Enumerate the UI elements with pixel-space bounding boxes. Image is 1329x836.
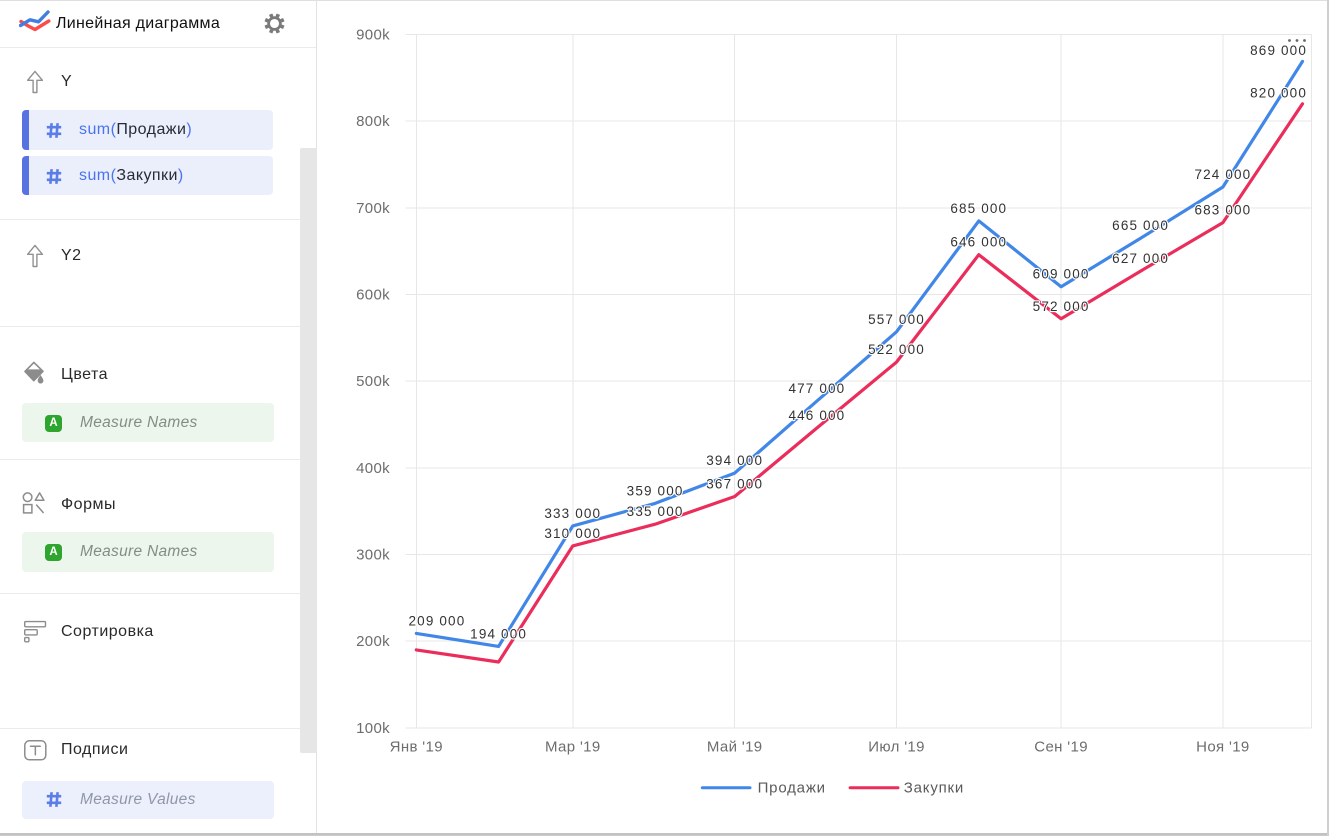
svg-text:Янв '19: Янв '19 bbox=[390, 739, 443, 756]
svg-text:194 000: 194 000 bbox=[470, 626, 527, 641]
svg-text:Май '19: Май '19 bbox=[707, 739, 763, 756]
svg-text:Закупки: Закупки bbox=[904, 780, 964, 797]
svg-text:600k: 600k bbox=[356, 287, 390, 304]
svg-text:394 000: 394 000 bbox=[706, 453, 763, 468]
svg-text:100k: 100k bbox=[356, 720, 390, 737]
svg-text:333 000: 333 000 bbox=[544, 506, 601, 521]
svg-text:477 000: 477 000 bbox=[788, 381, 845, 396]
svg-text:869 000: 869 000 bbox=[1250, 43, 1307, 58]
svg-text:Продажи: Продажи bbox=[758, 780, 826, 797]
svg-text:310 000: 310 000 bbox=[544, 526, 601, 541]
svg-text:522 000: 522 000 bbox=[868, 342, 925, 357]
svg-text:820 000: 820 000 bbox=[1250, 85, 1307, 100]
svg-text:335 000: 335 000 bbox=[627, 504, 684, 519]
svg-text:646 000: 646 000 bbox=[950, 235, 1007, 250]
svg-text:446 000: 446 000 bbox=[788, 408, 845, 423]
svg-text:400k: 400k bbox=[356, 460, 390, 477]
svg-text:900k: 900k bbox=[356, 27, 390, 44]
svg-text:200k: 200k bbox=[356, 633, 390, 650]
svg-text:Июл '19: Июл '19 bbox=[868, 739, 925, 756]
svg-text:685 000: 685 000 bbox=[950, 201, 1007, 216]
svg-text:367 000: 367 000 bbox=[706, 477, 763, 492]
svg-text:Ноя '19: Ноя '19 bbox=[1196, 739, 1249, 756]
svg-text:665 000: 665 000 bbox=[1112, 218, 1169, 233]
svg-text:Мар '19: Мар '19 bbox=[545, 739, 601, 756]
svg-text:800k: 800k bbox=[356, 113, 390, 130]
svg-text:627 000: 627 000 bbox=[1112, 251, 1169, 266]
svg-text:700k: 700k bbox=[356, 200, 390, 217]
svg-text:724 000: 724 000 bbox=[1194, 167, 1251, 182]
svg-text:683 000: 683 000 bbox=[1194, 203, 1251, 218]
svg-text:609 000: 609 000 bbox=[1033, 267, 1090, 282]
svg-text:300k: 300k bbox=[356, 547, 390, 564]
svg-text:572 000: 572 000 bbox=[1033, 299, 1090, 314]
svg-text:500k: 500k bbox=[356, 373, 390, 390]
svg-text:Сен '19: Сен '19 bbox=[1034, 739, 1088, 756]
svg-text:557 000: 557 000 bbox=[868, 312, 925, 327]
svg-text:359 000: 359 000 bbox=[627, 483, 684, 498]
svg-text:209 000: 209 000 bbox=[409, 613, 466, 628]
